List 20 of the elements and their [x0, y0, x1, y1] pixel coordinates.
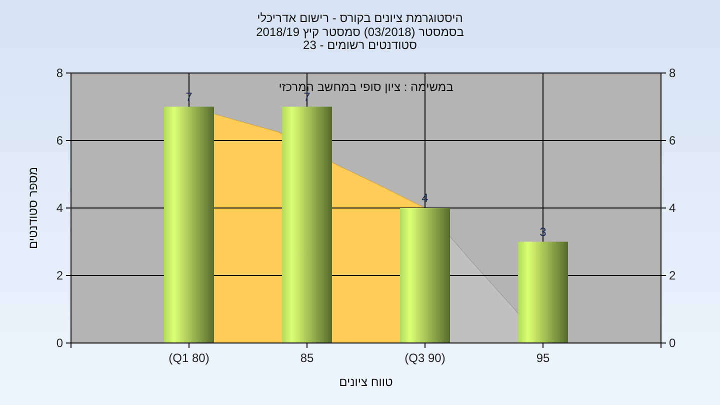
bar: [282, 106, 332, 343]
x-tick-label: (Q3 90): [404, 351, 446, 365]
x-axis-title: טווח ציונים: [339, 375, 394, 389]
y2-tick-label: 8: [669, 66, 676, 80]
x-tick-label: 85: [300, 351, 314, 365]
y-tick-label: 6: [56, 134, 64, 148]
chart-subtitle: בסמסטר (03/2018) סמסטר קיץ 2018/19 סטודנטים רשומים - 23: [256, 25, 464, 52]
bar: [164, 106, 214, 343]
y2-tick-label: 0: [669, 336, 676, 350]
y-tick-label: 4: [56, 201, 64, 215]
x-tick-label: 95: [536, 351, 550, 365]
y2-tick-label: 2: [669, 268, 676, 282]
x-tick-label: (Q1 80): [168, 351, 210, 365]
y-tick-label: 0: [56, 336, 64, 350]
y-tick-label: 2: [56, 268, 64, 282]
y2-tick-label: 4: [669, 201, 676, 215]
y2-tick-label: 6: [669, 134, 676, 148]
y-axis-title: מספר סטודנטים: [26, 166, 40, 250]
chart-title: היסטוגרמת ציונים בקורס - רישום אדריכלי: [257, 11, 463, 25]
y-tick-label: 8: [56, 66, 64, 80]
